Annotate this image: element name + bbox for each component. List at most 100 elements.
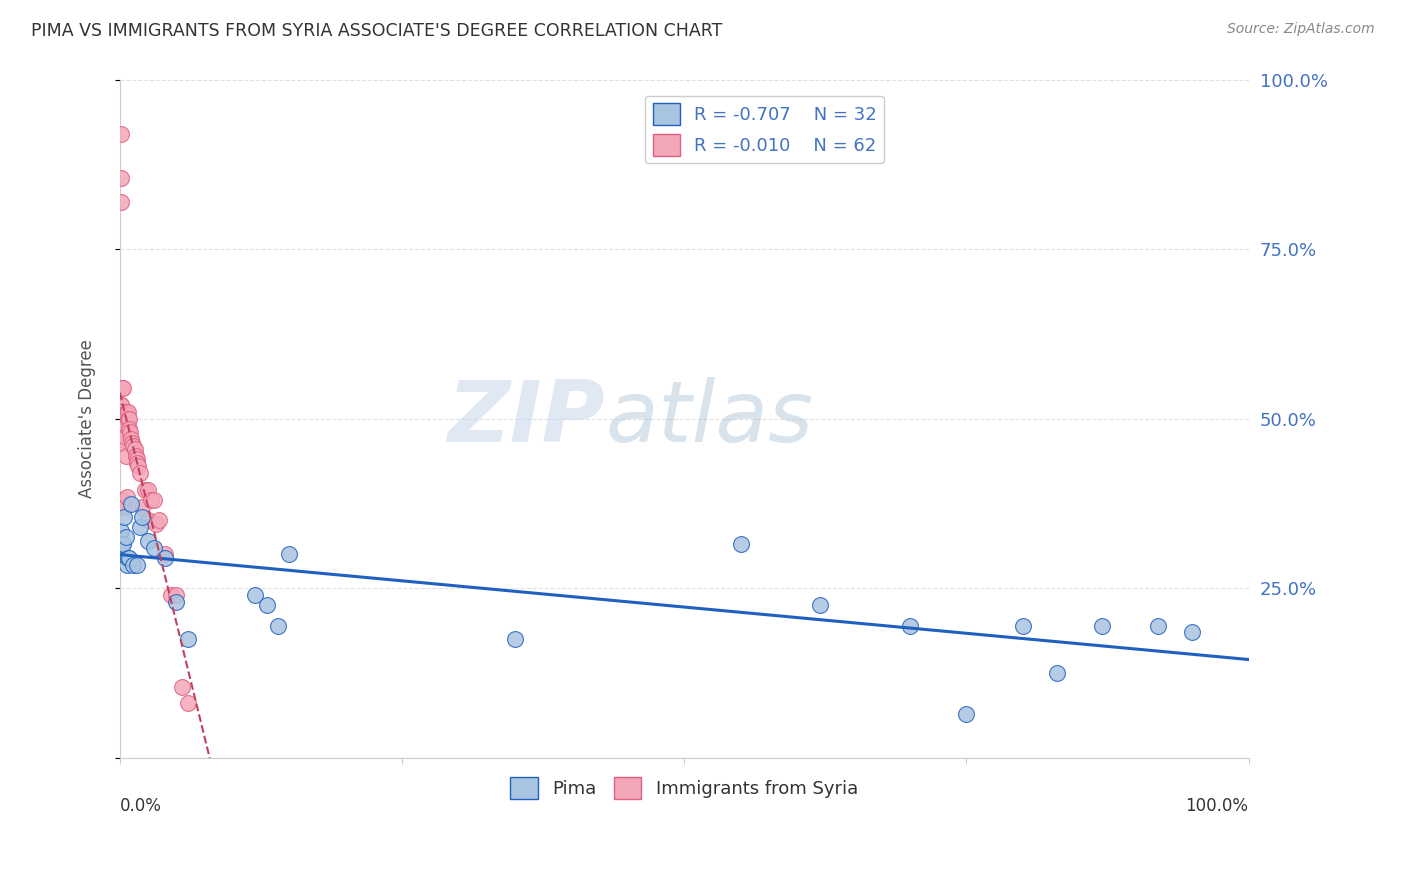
Text: atlas: atlas: [605, 377, 813, 460]
Point: [112, 418, 135, 433]
Point: [165, 595, 187, 609]
Point: [1147, 618, 1170, 632]
Point: [110, 127, 132, 141]
Point: [112, 537, 135, 551]
Point: [110, 429, 132, 443]
Point: [129, 466, 152, 480]
Point: [898, 618, 921, 632]
Point: [1012, 618, 1035, 632]
Point: [131, 510, 153, 524]
Point: [121, 435, 143, 450]
Point: [1091, 618, 1114, 632]
Point: [114, 449, 136, 463]
Point: [111, 415, 134, 429]
Point: [131, 500, 153, 514]
Point: [111, 418, 134, 433]
Text: ZIP: ZIP: [447, 377, 605, 460]
Point: [145, 516, 167, 531]
Point: [125, 452, 148, 467]
Point: [115, 558, 138, 572]
Point: [111, 537, 134, 551]
Point: [110, 415, 132, 429]
Point: [110, 412, 132, 426]
Point: [112, 500, 135, 514]
Point: [117, 550, 139, 565]
Point: [122, 558, 145, 572]
Point: [112, 415, 135, 429]
Point: [110, 524, 132, 538]
Point: [117, 405, 139, 419]
Point: [114, 530, 136, 544]
Point: [136, 513, 159, 527]
Point: [110, 422, 132, 436]
Point: [110, 405, 132, 419]
Point: [111, 381, 134, 395]
Point: [112, 381, 135, 395]
Point: [176, 697, 198, 711]
Point: [114, 418, 136, 433]
Point: [117, 412, 139, 426]
Point: [115, 405, 138, 419]
Point: [112, 422, 135, 436]
Point: [118, 422, 141, 436]
Point: [141, 493, 163, 508]
Point: [112, 412, 135, 426]
Point: [111, 493, 134, 508]
Point: [118, 412, 141, 426]
Point: [112, 510, 135, 524]
Point: [112, 409, 135, 423]
Point: [110, 194, 132, 209]
Point: [110, 409, 132, 423]
Point: [110, 398, 132, 412]
Point: [142, 541, 165, 555]
Point: [1181, 625, 1204, 640]
Point: [110, 398, 132, 412]
Point: [125, 456, 148, 470]
Point: [136, 483, 159, 497]
Point: [153, 547, 176, 561]
Point: [118, 550, 141, 565]
Legend: Pima, Immigrants from Syria: Pima, Immigrants from Syria: [503, 770, 865, 806]
Point: [115, 490, 138, 504]
Y-axis label: Associate's Degree: Associate's Degree: [79, 339, 96, 499]
Text: PIMA VS IMMIGRANTS FROM SYRIA ASSOCIATE'S DEGREE CORRELATION CHART: PIMA VS IMMIGRANTS FROM SYRIA ASSOCIATE'…: [31, 22, 723, 40]
Point: [125, 449, 148, 463]
Point: [114, 412, 136, 426]
Point: [170, 680, 193, 694]
Point: [153, 550, 176, 565]
Point: [278, 547, 301, 561]
Point: [111, 412, 134, 426]
Point: [256, 598, 278, 612]
Point: [118, 425, 141, 440]
Point: [110, 171, 132, 186]
Point: [122, 439, 145, 453]
Point: [110, 435, 132, 450]
Point: [120, 497, 142, 511]
Point: [1046, 665, 1069, 680]
Point: [134, 483, 156, 497]
Point: [955, 706, 977, 721]
Point: [110, 418, 132, 433]
Point: [159, 588, 181, 602]
Point: [503, 632, 526, 646]
Point: [730, 537, 752, 551]
Point: [148, 513, 170, 527]
Point: [127, 459, 149, 474]
Point: [136, 533, 159, 548]
Point: [124, 442, 146, 457]
Point: [125, 558, 148, 572]
Point: [120, 432, 142, 446]
Point: [111, 425, 134, 440]
Point: [267, 618, 290, 632]
Point: [808, 598, 831, 612]
Point: [110, 425, 132, 440]
Text: Source: ZipAtlas.com: Source: ZipAtlas.com: [1227, 22, 1375, 37]
Point: [142, 493, 165, 508]
Point: [110, 432, 132, 446]
Point: [176, 632, 198, 646]
Point: [115, 409, 138, 423]
Text: 100.0%: 100.0%: [1185, 797, 1249, 814]
Point: [129, 520, 152, 534]
Point: [245, 588, 267, 602]
Point: [165, 588, 187, 602]
